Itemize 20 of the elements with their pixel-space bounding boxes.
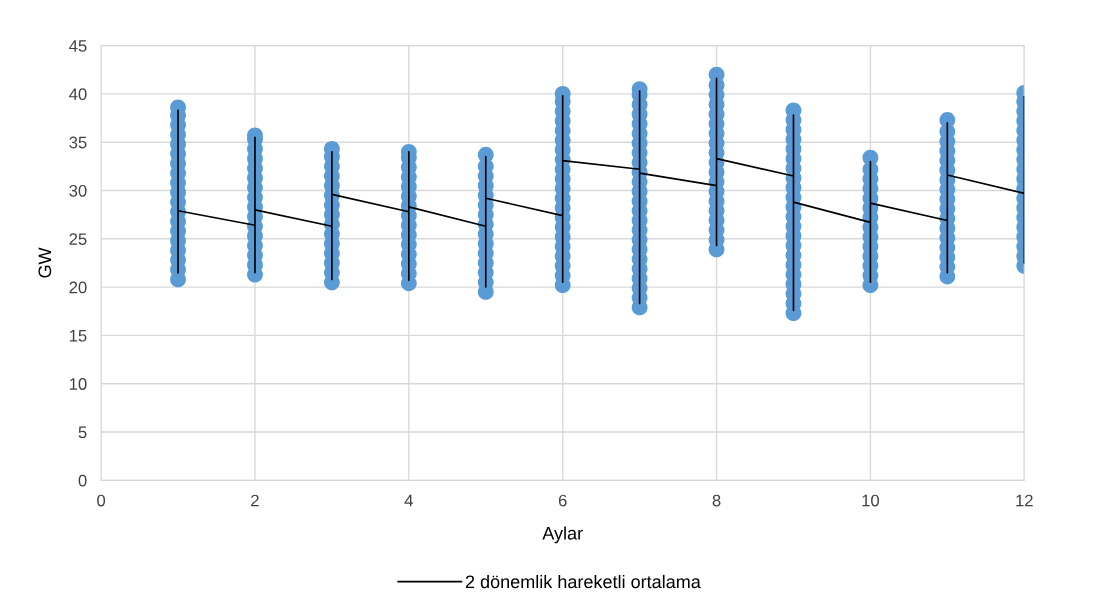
y-tick-label: 15 (69, 329, 87, 342)
y-tick-label: 0 (78, 474, 87, 487)
y-tick-label: 30 (69, 184, 87, 197)
y-tick-label: 5 (78, 426, 87, 439)
y-axis-title: GW (38, 247, 52, 278)
y-tick-label: 40 (69, 88, 87, 101)
x-tick-label: 12 (1016, 494, 1033, 507)
y-tick-label: 20 (69, 281, 87, 294)
x-axis-title: Aylar (542, 526, 583, 544)
y-tick-label: 35 (69, 136, 87, 149)
legend-label: 2 dönemlik hareketli ortalama (465, 574, 701, 589)
x-tick-label: 6 (558, 494, 567, 507)
x-tick-label: 0 (97, 494, 106, 507)
x-tick-label: 4 (404, 494, 413, 507)
y-tick-label: 45 (69, 40, 87, 52)
y-tick-label: 10 (69, 378, 87, 390)
x-tick-label: 10 (862, 494, 880, 507)
y-tick-label: 25 (69, 233, 87, 246)
x-tick-label: 8 (712, 494, 721, 507)
x-tick-label: 2 (251, 494, 259, 507)
